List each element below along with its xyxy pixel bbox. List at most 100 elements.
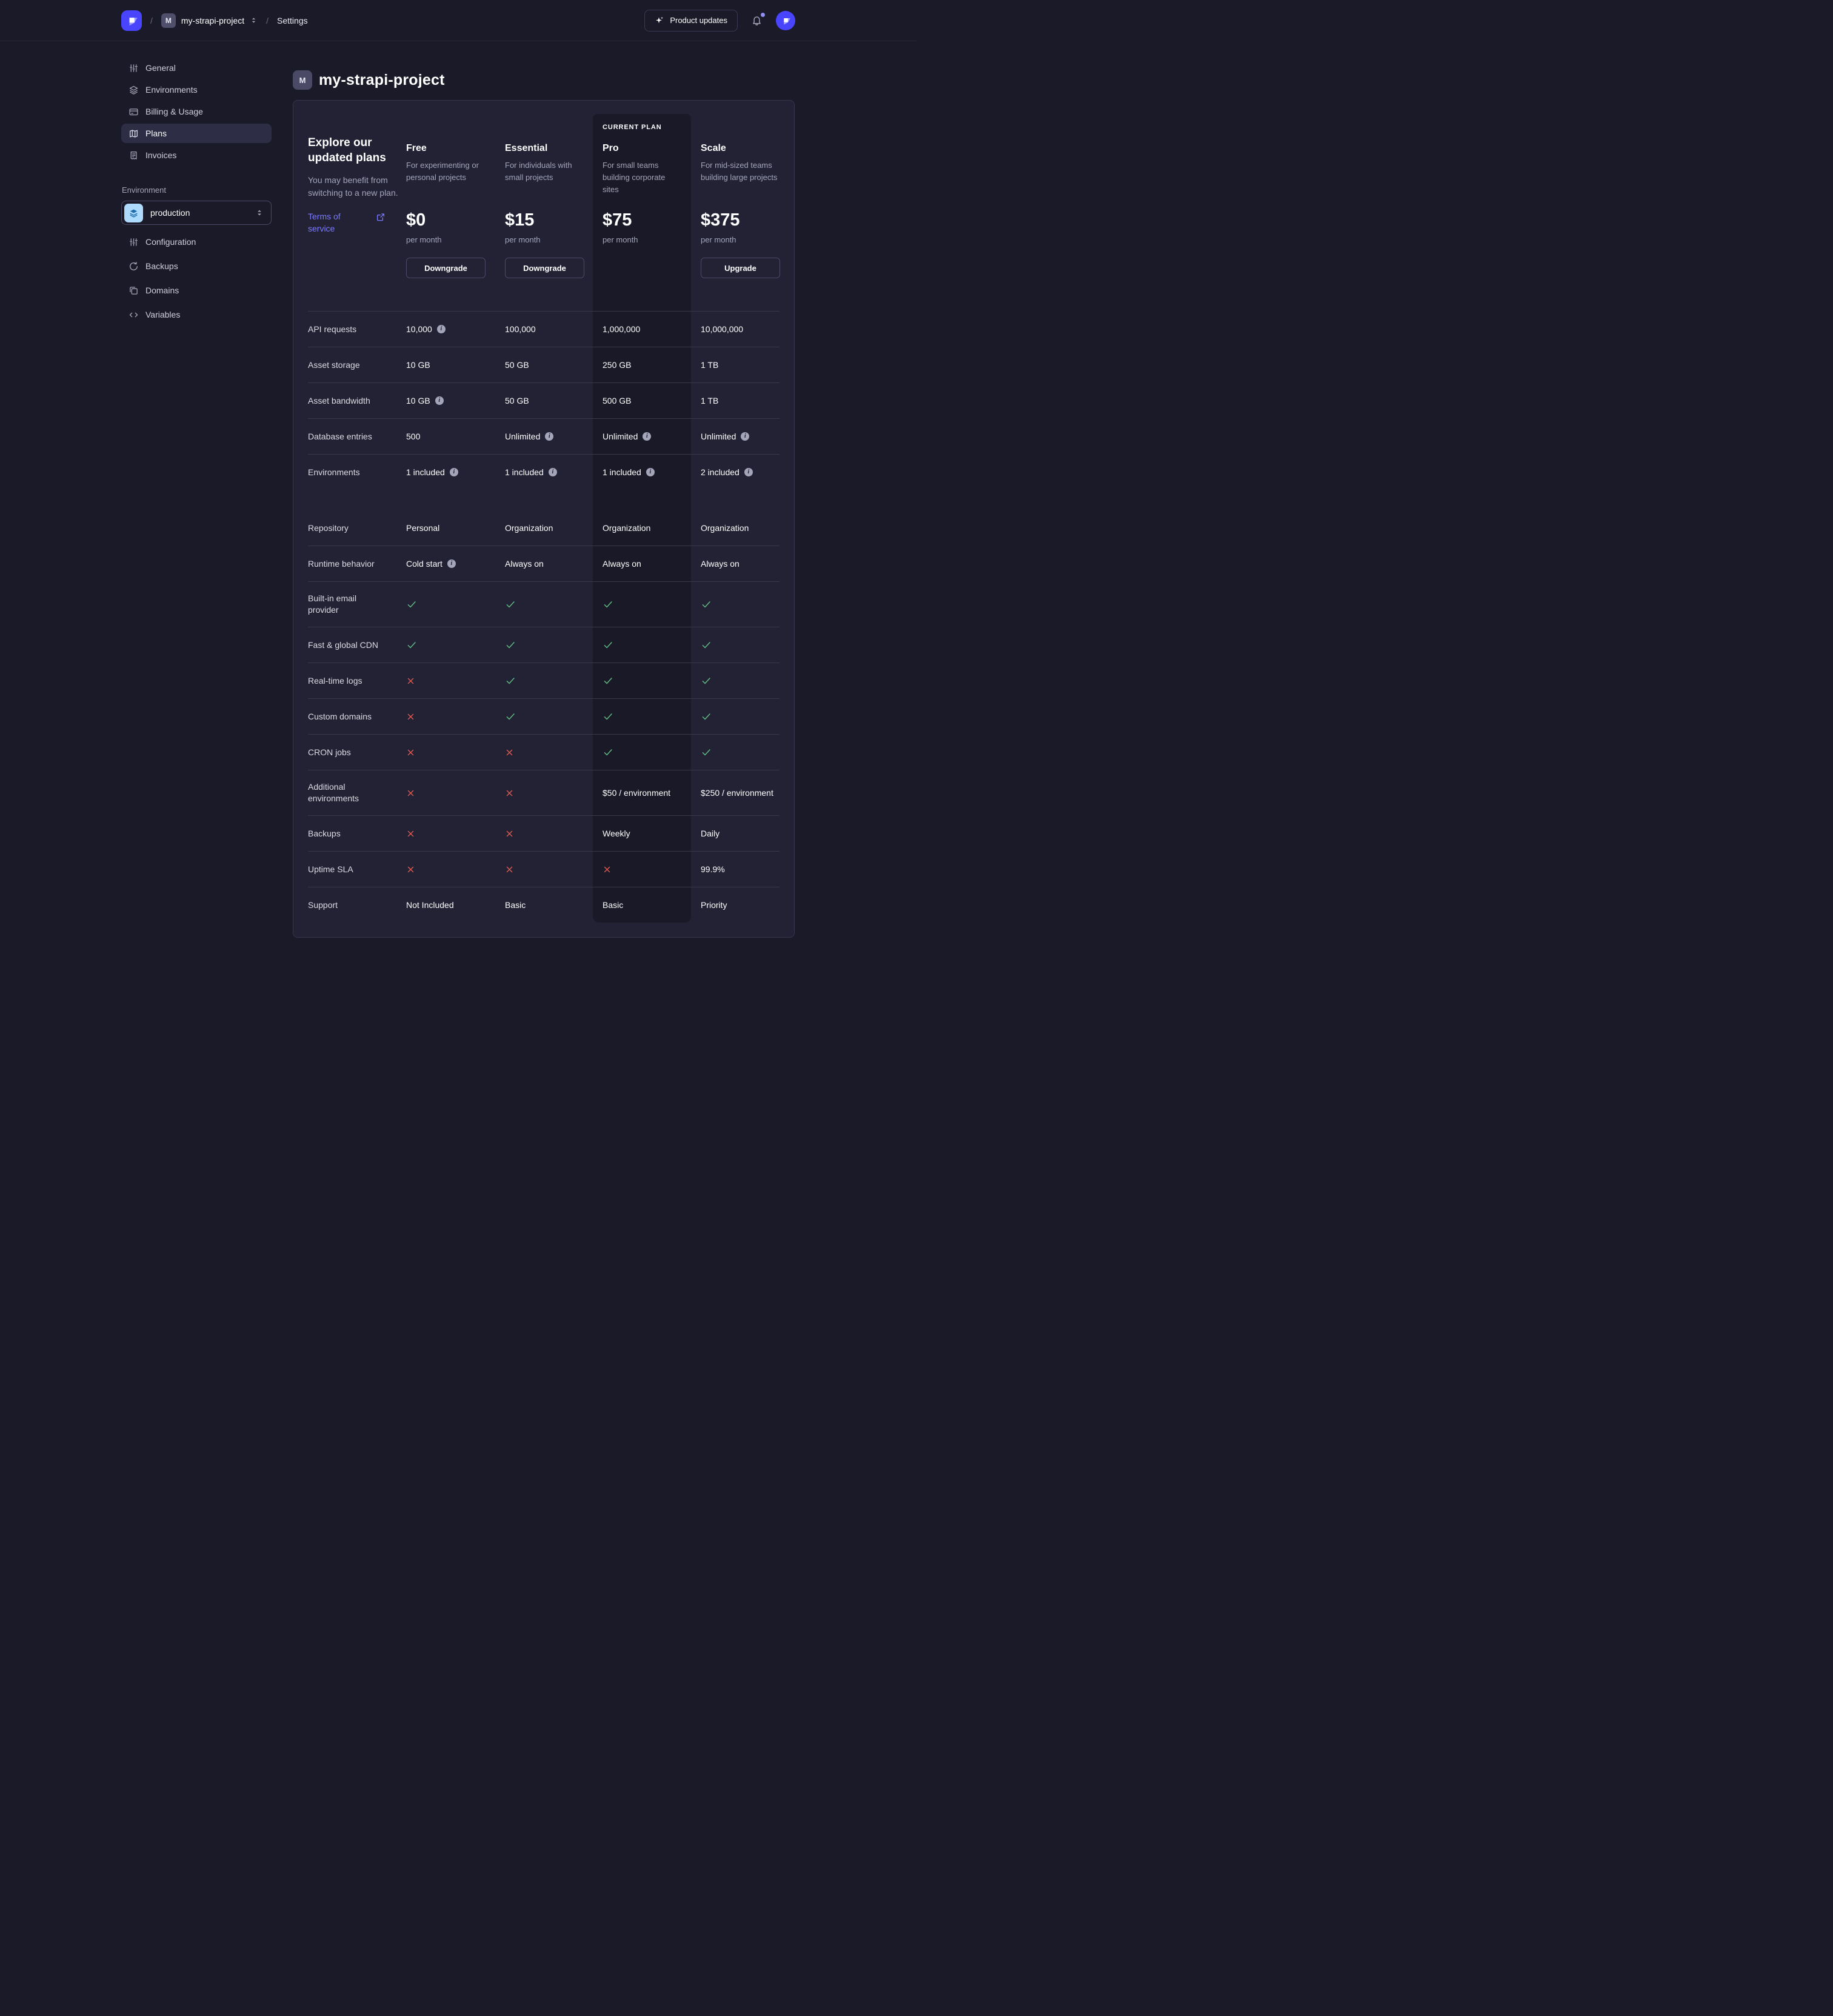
cross-icon [506,866,513,872]
cell-api-requests-pro: 1,000,000 [593,312,691,347]
sidebar-item-configuration[interactable]: Configuration [121,231,272,253]
check-icon [604,678,612,684]
sidebar-project-items: General Environments Billing & Usage Plans I… [121,58,272,165]
cross-icon [407,790,414,796]
plans-header-row: Explore our updated plans You may benefi… [308,114,780,311]
cell-api-requests-free: 10,000 i [405,312,499,347]
cell-runtime-behavior-essential: Always on [499,546,593,581]
cell-cron-jobs-pro [593,735,691,770]
plan-name: Essential [505,143,548,153]
layers-icon [129,85,138,95]
table-row-asset-bandwidth: Asset bandwidth 10 GB i 50 GB 500 GB 1 TB [308,382,780,418]
info-icon[interactable]: i [646,468,655,476]
check-icon [701,675,712,686]
sidebar-item-plans[interactable]: Plans [121,124,272,143]
row-label: Backups [308,828,341,838]
row-label: Asset bandwidth [308,395,370,406]
avatar[interactable] [776,10,795,30]
environment-select[interactable]: production [121,201,272,225]
table-row-support: Support Not Included Basic Basic Priority [308,887,780,923]
table-row-asset-storage: Asset storage 10 GB 50 GB 250 GB 1 TB [308,347,780,382]
check-icon [506,713,515,720]
terms-of-service-link[interactable]: Terms of service [308,212,341,233]
cross-icon [506,830,513,836]
project-title-badge: M [293,70,312,90]
downgrade-button-essential[interactable]: Downgrade [505,258,584,278]
code-icon [129,312,138,317]
strapi-logo[interactable] [121,10,142,31]
sliders-icon [129,63,139,73]
cell-value: 1 TB [701,396,719,406]
breadcrumb-project-selector[interactable]: M my-strapi-project [161,13,258,28]
check-icon [604,749,612,756]
cell-value: Organization [603,523,651,533]
cell-repository-pro: Organization [593,510,691,546]
sidebar-item-backups[interactable]: Backups [121,255,272,277]
info-icon[interactable]: i [545,432,554,441]
cell-backups-pro: Weekly [593,816,691,851]
info-icon[interactable]: i [744,468,753,476]
sliders-icon [129,237,139,247]
cell-real-time-logs-pro [593,663,691,698]
plans-table: API requests 10,000 i 100,000 1,000,000 10,00… [308,311,780,923]
notifications-button[interactable] [751,13,765,26]
cell-built-in-email-provider-scale [691,582,781,627]
cell-value: Unlimited [603,432,638,441]
check-icon [603,675,613,686]
cell-value: Always on [701,559,740,569]
sidebar-item-environments[interactable]: Environments [121,80,272,99]
spacer-cell [593,490,691,510]
cell-additional-environments-pro: $50 / environment [593,770,691,815]
cell-value: $250 / environment [701,788,773,798]
cross-icon [506,790,513,796]
row-label: CRON jobs [308,747,351,757]
cell-built-in-email-provider-free [405,582,499,627]
info-icon[interactable]: i [447,559,456,568]
cell-support-pro: Basic [593,887,691,923]
sidebar-item-label: Invoices [145,150,177,160]
check-icon [702,749,710,756]
cell-value: Not Included [406,900,454,910]
cross-icon [407,866,414,872]
cell-built-in-email-provider-pro [593,582,691,627]
info-icon[interactable]: i [435,396,444,405]
sidebar-item-invoices[interactable]: Invoices [121,145,272,165]
product-updates-button[interactable]: Product updates [644,9,738,32]
spacer-cell [499,490,593,510]
downgrade-button-free[interactable]: Downgrade [406,258,486,278]
check-icon [603,747,613,758]
plan-description: For experimenting or personal projects [406,161,479,182]
sidebar-item-billing-usage[interactable]: Billing & Usage [121,102,272,121]
info-icon[interactable]: i [449,468,458,476]
sidebar-item-general[interactable]: General [121,58,272,78]
table-row-backups: Backups Weekly Daily [308,815,780,851]
info-icon[interactable]: i [548,468,557,476]
sidebar-item-domains[interactable]: Domains [121,279,272,301]
environment-select-value: production [150,208,190,218]
plan-price: $0 [406,210,426,230]
project-name: my-strapi-project [181,15,245,25]
info-icon[interactable]: i [741,432,750,441]
cell-asset-bandwidth-scale: 1 TB [691,383,781,418]
cell-value: 500 [406,432,421,441]
cross-icon [407,830,414,836]
cell-runtime-behavior-scale: Always on [691,546,781,581]
cell-database-entries-pro: Unlimited i [593,419,691,454]
check-icon [506,601,515,608]
table-row-cron-jobs: CRON jobs [308,734,780,770]
plan-description: For mid-sized teams building large proje… [701,161,778,182]
plan-price: $375 [701,210,740,230]
info-icon[interactable]: i [436,325,446,333]
check-icon [702,678,710,684]
cell-value: 100,000 [505,324,536,334]
sidebar-item-variables[interactable]: Variables [121,304,272,325]
plan-header-pro: CURRENT PLAN Pro For small teams building … [593,114,691,311]
page-title: M my-strapi-project [293,70,795,90]
check-icon [702,713,710,720]
cell-asset-storage-pro: 250 GB [593,347,691,382]
plan-description: For small teams building corporate sites [603,161,666,194]
info-icon[interactable]: i [643,432,652,441]
upgrade-button-scale[interactable]: Upgrade [701,258,780,278]
check-icon [701,599,712,610]
cell-backups-scale: Daily [691,816,781,851]
